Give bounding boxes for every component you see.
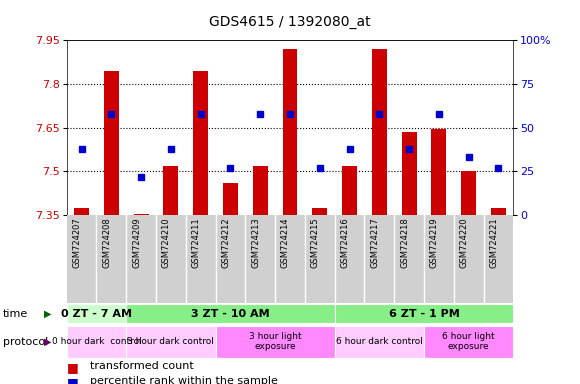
Bar — [126, 305, 335, 323]
Bar — [67, 305, 126, 323]
Text: protocol: protocol — [3, 337, 48, 347]
Bar — [164, 166, 178, 215]
Text: GSM724213: GSM724213 — [251, 218, 260, 268]
Text: GSM724211: GSM724211 — [191, 218, 201, 268]
Text: ■: ■ — [67, 376, 78, 384]
Text: percentile rank within the sample: percentile rank within the sample — [90, 376, 278, 384]
Text: 3 hour light
exposure: 3 hour light exposure — [249, 332, 302, 351]
Bar — [461, 171, 476, 215]
Bar — [126, 326, 216, 358]
Bar — [67, 326, 126, 358]
Text: GSM724210: GSM724210 — [162, 218, 171, 268]
Bar — [335, 305, 513, 323]
Text: GSM724208: GSM724208 — [102, 218, 111, 268]
Text: GSM724219: GSM724219 — [430, 218, 439, 268]
Text: ■: ■ — [67, 361, 78, 374]
Text: 0 hour dark  control: 0 hour dark control — [52, 337, 142, 346]
Bar — [312, 208, 327, 215]
Bar — [335, 326, 424, 358]
Text: GSM724216: GSM724216 — [340, 218, 350, 268]
Bar — [223, 183, 238, 215]
Text: time: time — [3, 309, 28, 319]
Text: GSM724217: GSM724217 — [370, 218, 379, 268]
Text: GSM724207: GSM724207 — [72, 218, 82, 268]
Bar — [401, 132, 416, 215]
Bar — [74, 208, 89, 215]
Bar — [424, 326, 513, 358]
Text: ▶: ▶ — [44, 337, 51, 347]
Bar — [253, 166, 268, 215]
Text: 3 hour dark control: 3 hour dark control — [128, 337, 215, 346]
Text: GSM724215: GSM724215 — [311, 218, 320, 268]
Text: 6 hour light
exposure: 6 hour light exposure — [443, 332, 495, 351]
Text: GSM724209: GSM724209 — [132, 218, 141, 268]
Text: GSM724214: GSM724214 — [281, 218, 290, 268]
Text: GSM724218: GSM724218 — [400, 218, 409, 268]
Text: GSM724220: GSM724220 — [459, 218, 469, 268]
Bar — [216, 326, 335, 358]
Bar — [342, 166, 357, 215]
Bar — [372, 49, 387, 215]
Text: 3 ZT - 10 AM: 3 ZT - 10 AM — [191, 309, 270, 319]
Bar — [133, 214, 148, 215]
Text: ▶: ▶ — [44, 309, 51, 319]
Text: GSM724212: GSM724212 — [222, 218, 230, 268]
Text: GDS4615 / 1392080_at: GDS4615 / 1392080_at — [209, 15, 371, 29]
Bar — [193, 71, 208, 215]
Bar — [432, 129, 446, 215]
Text: 0 ZT - 7 AM: 0 ZT - 7 AM — [61, 309, 132, 319]
Text: 6 ZT - 1 PM: 6 ZT - 1 PM — [389, 309, 459, 319]
Text: GSM724221: GSM724221 — [490, 218, 498, 268]
Bar — [491, 208, 506, 215]
Bar — [282, 49, 298, 215]
Text: transformed count: transformed count — [90, 361, 194, 371]
Text: 6 hour dark control: 6 hour dark control — [336, 337, 423, 346]
Bar — [104, 71, 119, 215]
